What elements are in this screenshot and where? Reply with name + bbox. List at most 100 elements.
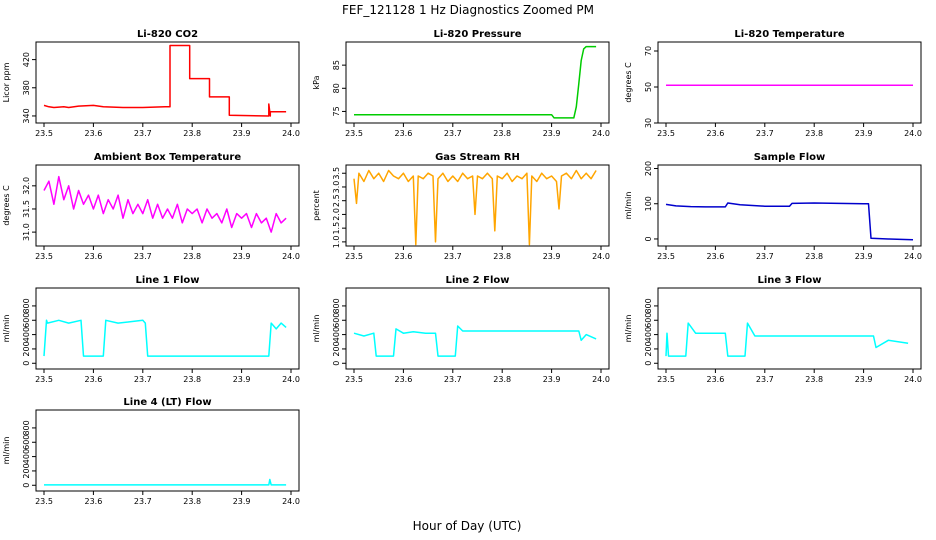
- x-tick-label: 23.8: [183, 375, 201, 384]
- y-tick-label: 600: [644, 313, 653, 328]
- x-tick-label: 23.8: [493, 129, 511, 138]
- x-tick-label: 23.5: [345, 129, 363, 138]
- chart-title: Gas Stream RH: [435, 152, 520, 163]
- y-tick-label: 800: [332, 298, 341, 313]
- x-tick-label: 23.9: [543, 375, 561, 384]
- y-axis-label: ml/min: [2, 437, 11, 465]
- y-axis-label: ml/min: [312, 315, 321, 343]
- y-tick-label: 600: [22, 313, 31, 328]
- series-line: [665, 322, 909, 357]
- x-tick-label: 24.0: [904, 252, 922, 261]
- plot-frame: [345, 287, 610, 370]
- x-tick-label: 23.8: [493, 252, 511, 261]
- series-line: [44, 478, 287, 486]
- x-tick-label: 23.6: [706, 375, 724, 384]
- x-tick-label: 23.7: [444, 252, 462, 261]
- x-tick-label: 23.7: [756, 129, 774, 138]
- x-tick-label: 23.9: [543, 129, 561, 138]
- chart-panel: Sample Flow 23.5 23.6 23.7 23.8 23.9 24.0 0 100 2…: [624, 152, 922, 261]
- series-line: [43, 319, 287, 357]
- x-tick-label: 23.6: [84, 252, 102, 261]
- y-tick-label: 200: [644, 341, 653, 356]
- x-tick-label: 23.5: [657, 252, 675, 261]
- plot-frame: [345, 164, 610, 247]
- y-tick-label: 31.0: [22, 223, 31, 241]
- y-tick-label: 0: [22, 483, 31, 488]
- chart-panel: Li-820 CO2 23.5 23.6 23.7 23.8 23.9 24.0 340 380…: [2, 29, 300, 138]
- y-tick-label: 800: [22, 420, 31, 435]
- x-tick-label: 23.7: [444, 129, 462, 138]
- plot-frame: [345, 41, 610, 124]
- y-tick-label: 1.5: [332, 222, 341, 235]
- plot-frame: [35, 287, 300, 370]
- y-tick-label: 85: [332, 60, 341, 70]
- x-tick-label: 23.7: [134, 129, 152, 138]
- x-tick-label: 23.8: [183, 129, 201, 138]
- series-line: [43, 175, 287, 233]
- chart-title: Line 2 Flow: [446, 275, 510, 286]
- chart-title: Li-820 Temperature: [734, 29, 844, 40]
- x-tick-label: 23.5: [657, 129, 675, 138]
- x-tick-label: 23.9: [233, 375, 251, 384]
- series-line: [353, 325, 597, 357]
- x-tick-label: 24.0: [592, 129, 610, 138]
- y-tick-label: 200: [644, 161, 653, 176]
- y-tick-label: 400: [22, 327, 31, 342]
- x-tick-label: 23.8: [805, 252, 823, 261]
- x-tick-label: 23.5: [35, 252, 53, 261]
- y-axis-label: ml/min: [624, 192, 633, 220]
- chart-panel: Li-820 Pressure 23.5 23.6 23.7 23.8 23.9 24.0 7…: [312, 29, 610, 138]
- x-tick-label: 23.7: [134, 497, 152, 506]
- x-tick-label: 23.9: [233, 252, 251, 261]
- x-tick-label: 24.0: [282, 497, 300, 506]
- x-tick-label: 24.0: [282, 252, 300, 261]
- x-tick-label: 23.8: [805, 375, 823, 384]
- y-tick-label: 30: [644, 118, 653, 128]
- panel-grid: Li-820 CO2 23.5 23.6 23.7 23.8 23.9 24.0 340 380…: [2, 29, 922, 506]
- x-tick-label: 24.0: [592, 375, 610, 384]
- y-axis-label: degrees C: [624, 62, 633, 103]
- x-tick-label: 23.9: [855, 252, 873, 261]
- y-tick-label: 200: [22, 463, 31, 478]
- y-tick-label: 50: [644, 82, 653, 92]
- chart-title: Line 1 Flow: [136, 275, 200, 286]
- x-tick-label: 23.5: [345, 375, 363, 384]
- x-tick-label: 23.8: [183, 497, 201, 506]
- chart-panel: Line 4 (LT) Flow 23.5 23.6 23.7 23.8 23.9 24.0…: [2, 397, 300, 506]
- y-tick-label: 80: [332, 83, 341, 93]
- x-tick-label: 23.5: [35, 129, 53, 138]
- y-tick-label: 400: [644, 327, 653, 342]
- x-tick-label: 23.9: [233, 129, 251, 138]
- chart-panel: Line 2 Flow 23.5 23.6 23.7 23.8 23.9 24.0 0 2004…: [312, 275, 610, 384]
- x-tick-label: 23.6: [394, 129, 412, 138]
- chart-panel: Line 1 Flow 23.5 23.6 23.7 23.8 23.9 24.0 0 2004…: [2, 275, 300, 384]
- plot-frame: [35, 41, 300, 124]
- y-tick-label: 70: [644, 46, 653, 56]
- y-axis-label: kPa: [312, 75, 321, 89]
- chart-title: Sample Flow: [754, 152, 826, 163]
- y-tick-label: 2.0: [332, 208, 341, 221]
- y-tick-label: 340: [22, 108, 31, 123]
- plot-frame: [35, 164, 300, 247]
- chart-panel: Gas Stream RH 23.5 23.6 23.7 23.8 23.9 24.0 1.0…: [312, 152, 610, 261]
- x-tick-label: 23.7: [756, 252, 774, 261]
- x-tick-label: 23.6: [394, 252, 412, 261]
- y-tick-label: 31.5: [22, 200, 31, 218]
- y-tick-label: 32.0: [22, 177, 31, 195]
- x-tick-label: 24.0: [592, 252, 610, 261]
- x-tick-label: 23.6: [394, 375, 412, 384]
- y-tick-label: 75: [332, 106, 341, 116]
- y-tick-label: 800: [22, 298, 31, 313]
- x-tick-label: 23.7: [134, 375, 152, 384]
- y-tick-label: 400: [332, 327, 341, 342]
- y-tick-label: 0: [332, 361, 341, 366]
- x-tick-label: 23.5: [35, 497, 53, 506]
- y-tick-label: 400: [22, 449, 31, 464]
- x-tick-label: 24.0: [904, 375, 922, 384]
- x-tick-label: 23.6: [84, 497, 102, 506]
- series-line: [353, 169, 597, 246]
- x-tick-label: 23.8: [805, 129, 823, 138]
- x-tick-label: 23.6: [706, 252, 724, 261]
- y-tick-label: 200: [332, 341, 341, 356]
